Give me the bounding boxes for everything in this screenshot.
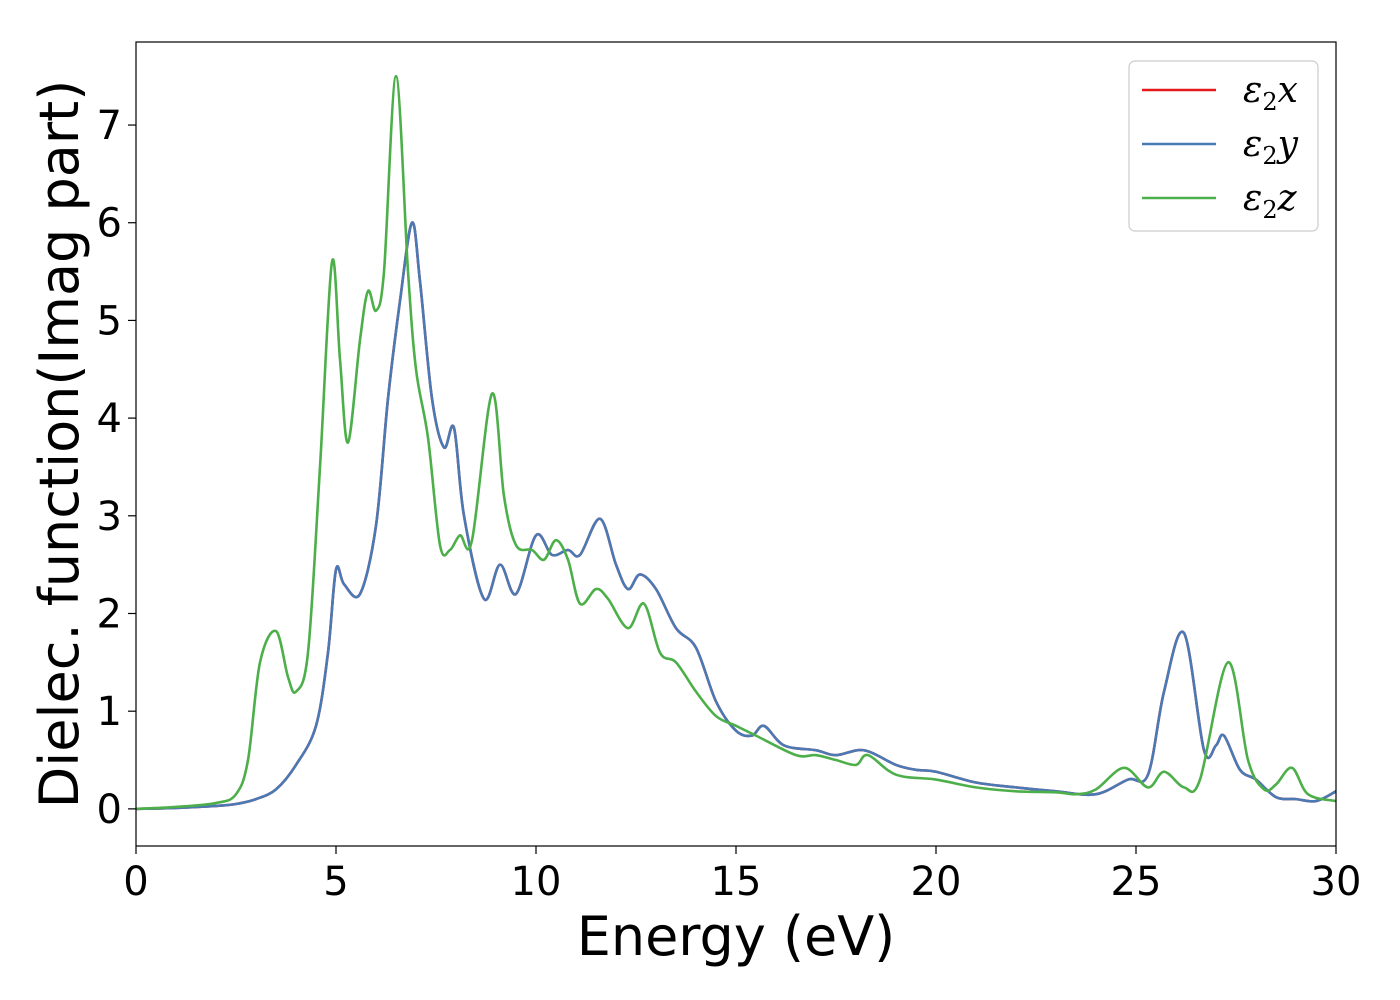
x-tick-label: 20	[911, 859, 962, 905]
legend-label-x: ε2x	[1243, 70, 1298, 116]
x-axis-ticks: 0 5 10 15 20 25 30	[123, 846, 1361, 905]
y-axis-ticks: 0 1 2 3 4 5 6 7	[97, 103, 136, 833]
y-tick-label: 0	[97, 787, 122, 833]
legend-box	[1128, 60, 1319, 232]
series-line-y	[135, 221, 1337, 811]
y-tick-label: 1	[97, 689, 122, 735]
x-tick-label: 15	[711, 859, 762, 905]
series-line-z	[135, 74, 1337, 811]
y-tick-label: 3	[97, 494, 122, 540]
y-tick-label: 5	[97, 298, 122, 344]
x-tick-label: 10	[511, 859, 562, 905]
y-axis-label: Dielec. function(Imag part)	[28, 80, 91, 809]
x-axis-label: Energy (eV)	[577, 905, 896, 968]
y-tick-label: 2	[97, 591, 122, 637]
x-tick-label: 25	[1111, 859, 1162, 905]
series-layer	[135, 74, 1337, 811]
legend: ε2x ε2y ε2z	[1128, 60, 1319, 232]
y-tick-label: 7	[97, 103, 122, 149]
y-tick-label: 4	[97, 396, 122, 442]
x-tick-label: 0	[123, 859, 148, 905]
x-tick-label: 5	[323, 859, 348, 905]
x-tick-label: 30	[1311, 859, 1362, 905]
y-tick-label: 6	[97, 201, 122, 247]
legend-label-y: ε2y	[1243, 124, 1299, 170]
legend-label-z: ε2z	[1243, 178, 1298, 224]
